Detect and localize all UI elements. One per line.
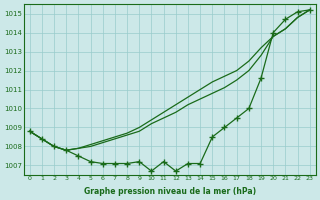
- X-axis label: Graphe pression niveau de la mer (hPa): Graphe pression niveau de la mer (hPa): [84, 187, 256, 196]
